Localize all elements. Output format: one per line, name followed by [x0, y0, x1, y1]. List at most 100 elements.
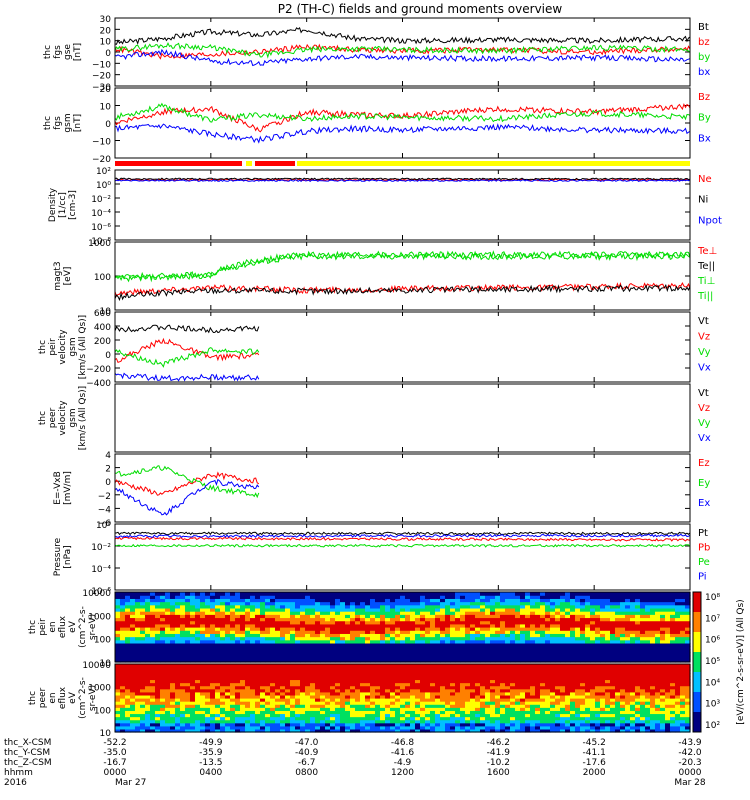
- spectrogram-cell: [550, 679, 556, 684]
- spectrogram-cell: [530, 701, 536, 705]
- spectrogram-cell: [265, 630, 271, 634]
- spectrogram-cell: [465, 716, 471, 721]
- spectrogram-cell: [240, 698, 246, 702]
- spectrogram-cell: [340, 649, 346, 654]
- spectrogram-cell: [545, 670, 551, 674]
- spectrogram-cell: [560, 604, 566, 609]
- spectrogram-cell: [300, 676, 306, 681]
- spectrogram-cell: [140, 667, 146, 671]
- spectrogram-cell: [490, 716, 496, 721]
- spectrogram-cell: [315, 676, 321, 681]
- spectrogram-cell: [290, 688, 296, 693]
- spectrogram-cell: [280, 707, 286, 711]
- spectrogram-cell: [255, 704, 261, 708]
- spectrogram-cell: [315, 713, 321, 718]
- spectrogram-cell: [675, 655, 681, 660]
- spectrogram-cell: [200, 636, 206, 641]
- spectrogram-cell: [675, 595, 681, 599]
- spectrogram-cell: [385, 595, 391, 599]
- spectrogram-cell: [295, 642, 301, 647]
- spectrogram-cell: [470, 713, 476, 718]
- spectrogram-cell: [465, 614, 471, 619]
- spectrogram-cell: [230, 630, 236, 634]
- spectrogram-cell: [450, 614, 456, 619]
- spectrogram-cell: [435, 716, 441, 721]
- spectrogram-cell: [445, 611, 451, 615]
- spectrogram-cell: [400, 728, 406, 733]
- spectrogram-cell: [215, 673, 221, 677]
- spectrogram-cell: [310, 682, 316, 687]
- spectrogram-cell: [185, 667, 191, 671]
- spectrogram-cell: [545, 701, 551, 705]
- spectrogram-cell: [650, 607, 656, 612]
- spectrogram-cell: [450, 627, 456, 631]
- spectrogram-cell: [545, 710, 551, 715]
- spectrogram-cell: [155, 617, 161, 622]
- spectrogram-cell: [130, 685, 136, 690]
- series-By: [114, 102, 691, 123]
- spectrogram-cell: [185, 620, 191, 625]
- spectrogram-cell: [435, 707, 441, 711]
- spectrogram-cell: [175, 688, 181, 693]
- spectrogram-cell: [335, 598, 341, 603]
- spectrogram-cell: [170, 667, 176, 671]
- spectrogram-cell: [520, 642, 526, 647]
- spectrogram-cell: [445, 639, 451, 644]
- spectrogram-cell: [555, 679, 561, 684]
- spectrogram-cell: [520, 617, 526, 622]
- spectrogram-cell: [655, 630, 661, 634]
- spectrogram-cell: [435, 627, 441, 631]
- spectrogram-cell: [480, 688, 486, 693]
- spectrogram-cell: [595, 636, 601, 641]
- spectrogram-cell: [490, 614, 496, 619]
- spectrogram-cell: [545, 611, 551, 615]
- spectrogram-cell: [300, 630, 306, 634]
- spectrogram-cell: [125, 627, 131, 631]
- spectrogram-cell: [185, 652, 191, 657]
- spectrogram-cell: [160, 698, 166, 702]
- spectrogram-cell: [145, 658, 151, 663]
- spectrogram-cell: [170, 595, 176, 599]
- spectrogram-cell: [395, 630, 401, 634]
- spectrogram-cell: [470, 604, 476, 609]
- spectrogram-cell: [525, 719, 531, 724]
- spectrogram-cell: [375, 676, 381, 681]
- spectrogram-cell: [525, 698, 531, 702]
- spectrogram-cell: [505, 652, 511, 657]
- spectrogram-cell: [625, 646, 631, 650]
- spectrogram-cell: [585, 592, 591, 596]
- spectrogram-cell: [335, 707, 341, 711]
- spectrogram-cell: [630, 652, 636, 657]
- spectrogram-cell: [435, 646, 441, 650]
- spectrogram-cell: [550, 646, 556, 650]
- spectrogram-cell: [240, 623, 246, 628]
- spectrogram-cell: [645, 617, 651, 622]
- spectrogram-cell: [605, 620, 611, 625]
- spectrogram-cell: [165, 627, 171, 631]
- spectrogram-cell: [635, 607, 641, 612]
- spectrogram-cell: [225, 630, 231, 634]
- spectrogram-cell: [335, 725, 341, 730]
- spectrogram-cell: [165, 676, 171, 681]
- spectrogram-cell: [490, 633, 496, 638]
- spectrogram-cell: [545, 627, 551, 631]
- spectrogram-cell: [435, 633, 441, 638]
- spectrogram-cell: [210, 601, 216, 606]
- spectrogram-cell: [310, 598, 316, 603]
- spectrogram-cell: [510, 652, 516, 657]
- spectrogram-cell: [630, 620, 636, 625]
- spectrogram-cell: [360, 679, 366, 684]
- spectrogram-cell: [440, 685, 446, 690]
- spectrogram-cell: [420, 658, 426, 663]
- spectrogram-cell: [200, 725, 206, 730]
- spectrogram-cell: [455, 592, 461, 596]
- spectrogram-cell: [485, 614, 491, 619]
- spectrogram-cell: [230, 716, 236, 721]
- spectrogram-cell: [480, 685, 486, 690]
- spectrogram-cell: [515, 710, 521, 715]
- spectrogram-cell: [535, 719, 541, 724]
- spectrogram-cell: [370, 649, 376, 654]
- spectrogram-cell: [545, 620, 551, 625]
- spectrogram-cell: [345, 639, 351, 644]
- spectrogram-cell: [185, 607, 191, 612]
